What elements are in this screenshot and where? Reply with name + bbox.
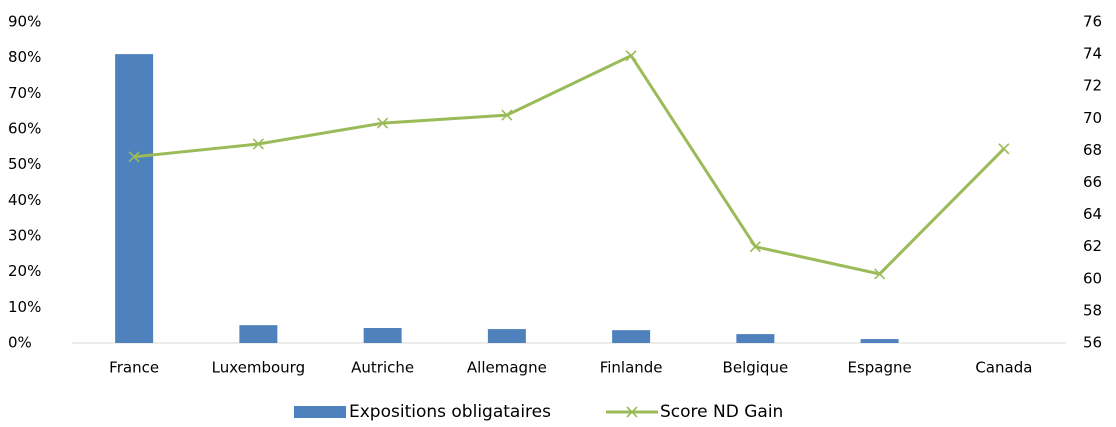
y-tick-label: 80%: [8, 48, 41, 66]
x-tick-label: Finlande: [600, 359, 663, 377]
y-tick-label: 10%: [8, 298, 41, 316]
marker: [128, 151, 140, 163]
y2-tick-label: 62: [1083, 237, 1102, 255]
bar: [363, 328, 402, 343]
marker: [377, 117, 389, 129]
legend-label: Expositions obligataires: [349, 402, 551, 422]
marker: [998, 143, 1010, 155]
line: [133, 53, 1005, 276]
bar: [239, 325, 278, 343]
x-tick-label: Allemagne: [467, 359, 547, 377]
marker: [749, 241, 761, 253]
legend-swatch: [294, 406, 346, 418]
bar: [860, 339, 899, 343]
bar: [115, 54, 154, 343]
y2-tick-label: 60: [1083, 269, 1102, 287]
marker: [874, 268, 886, 280]
y2-tick-label: 56: [1083, 334, 1102, 352]
y-tick-label: 20%: [8, 262, 41, 280]
y-tick-label: 0%: [8, 334, 32, 352]
bar: [612, 330, 651, 343]
y2-tick-label: 74: [1083, 45, 1102, 63]
y2-tick-label: 72: [1083, 77, 1102, 95]
x-tick-label: Belgique: [723, 359, 789, 377]
y-tick-label: 60%: [8, 120, 41, 138]
y-tick-label: 40%: [8, 191, 41, 209]
y-tick-label: 90%: [8, 13, 41, 31]
y2-tick-label: 76: [1083, 13, 1102, 31]
y-tick-label: 50%: [8, 155, 41, 173]
marker: [252, 138, 264, 150]
y2-tick-label: 68: [1083, 141, 1102, 159]
y2-tick-label: 64: [1083, 205, 1102, 223]
y2-tick-label: 66: [1083, 173, 1102, 191]
bar: [487, 329, 526, 343]
x-tick-label: Autriche: [351, 359, 414, 377]
y2-tick-label: 58: [1083, 301, 1102, 319]
y-tick-label: 70%: [8, 84, 41, 102]
x-tick-label: Espagne: [847, 359, 911, 377]
y2-tick-label: 70: [1083, 109, 1102, 127]
bar: [736, 334, 775, 343]
legend-label: Score ND Gain: [660, 402, 783, 422]
legend-marker: [626, 406, 638, 418]
x-tick-label: Luxembourg: [212, 359, 306, 377]
y-tick-label: 30%: [8, 227, 41, 245]
x-tick-label: Canada: [975, 359, 1032, 377]
x-tick-label: France: [109, 359, 159, 377]
marker: [501, 109, 513, 121]
marker: [625, 50, 637, 62]
